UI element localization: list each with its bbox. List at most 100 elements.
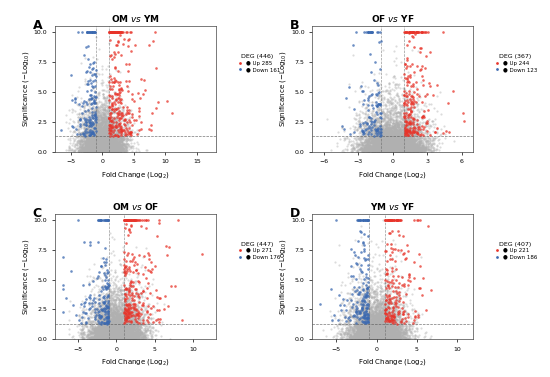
Point — [95, 142, 104, 148]
Point — [95, 145, 103, 151]
Point — [114, 297, 123, 303]
Point — [108, 334, 117, 340]
Point — [92, 142, 101, 148]
Point — [113, 327, 122, 333]
Point — [99, 148, 108, 154]
Point — [378, 131, 387, 137]
Point — [401, 148, 410, 154]
Point — [382, 134, 391, 140]
Point — [409, 138, 418, 144]
Point — [96, 302, 104, 308]
Point — [98, 331, 107, 337]
Point — [358, 144, 367, 150]
Point — [125, 308, 134, 314]
Point — [393, 148, 402, 154]
Point — [80, 125, 89, 131]
Point — [387, 143, 396, 149]
Point — [86, 140, 95, 146]
Point — [113, 108, 122, 114]
Point — [111, 333, 119, 339]
Point — [106, 137, 114, 143]
Point — [376, 336, 384, 342]
Point — [111, 147, 120, 153]
Point — [356, 146, 365, 152]
Point — [402, 149, 411, 155]
Point — [389, 145, 398, 151]
Point — [93, 139, 102, 145]
Point — [116, 328, 124, 334]
Point — [397, 146, 406, 152]
Point — [395, 145, 404, 151]
Point — [94, 273, 102, 279]
Point — [101, 143, 110, 149]
Point — [372, 333, 381, 339]
Point — [391, 332, 400, 338]
Point — [373, 322, 382, 328]
Point — [366, 330, 375, 336]
Point — [363, 332, 372, 338]
Point — [373, 303, 382, 309]
Point — [371, 141, 380, 147]
Point — [137, 324, 146, 330]
Point — [395, 135, 404, 141]
Point — [391, 149, 400, 155]
Point — [114, 148, 123, 154]
Point — [106, 326, 115, 332]
Point — [117, 336, 126, 342]
Point — [89, 142, 98, 148]
Point — [99, 321, 108, 327]
Point — [371, 336, 380, 342]
Point — [105, 330, 114, 336]
Point — [98, 148, 107, 154]
Point — [140, 313, 148, 319]
Point — [394, 328, 403, 334]
Point — [125, 316, 134, 322]
Point — [403, 132, 412, 138]
Point — [102, 141, 111, 147]
Point — [116, 330, 125, 336]
Point — [386, 328, 395, 334]
Point — [383, 336, 392, 342]
Point — [402, 323, 411, 329]
Point — [113, 332, 122, 338]
Point — [89, 134, 97, 140]
Point — [372, 147, 381, 153]
Point — [399, 132, 408, 138]
Point — [394, 334, 403, 340]
Point — [108, 306, 117, 312]
Point — [385, 148, 394, 154]
Point — [370, 325, 379, 331]
Point — [92, 147, 101, 153]
Point — [114, 333, 123, 339]
Point — [103, 146, 112, 152]
Point — [397, 143, 406, 149]
Point — [381, 143, 390, 149]
Point — [339, 331, 348, 337]
Point — [399, 146, 408, 152]
Point — [97, 139, 106, 146]
Point — [95, 147, 104, 153]
Point — [397, 147, 405, 153]
Point — [95, 143, 104, 149]
Point — [365, 322, 373, 328]
Point — [374, 331, 383, 337]
Point — [91, 106, 100, 112]
Point — [382, 147, 391, 153]
Point — [117, 316, 126, 322]
Point — [91, 145, 100, 151]
Point — [122, 323, 130, 329]
Point — [71, 108, 80, 114]
Point — [366, 144, 375, 150]
Point — [390, 144, 399, 150]
Point — [381, 140, 390, 146]
Point — [386, 133, 395, 139]
Point — [108, 334, 117, 340]
Point — [326, 147, 335, 153]
Point — [355, 146, 364, 152]
Point — [370, 335, 379, 341]
Point — [98, 148, 107, 154]
Point — [358, 336, 366, 342]
Point — [371, 330, 380, 336]
Point — [109, 328, 118, 334]
Point — [412, 319, 421, 325]
